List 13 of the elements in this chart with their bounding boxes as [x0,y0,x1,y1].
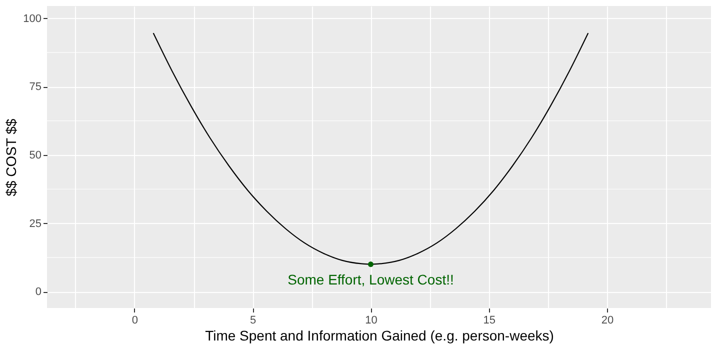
y-tick-label: 25 [29,218,42,230]
y-tick-label: 100 [23,12,42,25]
y-tick-label: 50 [29,149,42,162]
annotation: Some Effort, Lowest Cost!! [288,271,454,288]
x-axis-title: Time Spent and Information Gained (e.g. person-weeks) [205,328,554,344]
x-tick-label: 5 [250,314,256,326]
y-tick-label: 0 [35,286,42,298]
x-tick-label: 0 [132,314,138,326]
x-tick-label: 15 [483,314,496,326]
y-tick-label: 75 [29,81,42,94]
x-tick-label: 10 [365,314,378,326]
x-tick-label: 20 [601,314,614,326]
y-axis-title: $$ COST $$ [3,118,20,196]
